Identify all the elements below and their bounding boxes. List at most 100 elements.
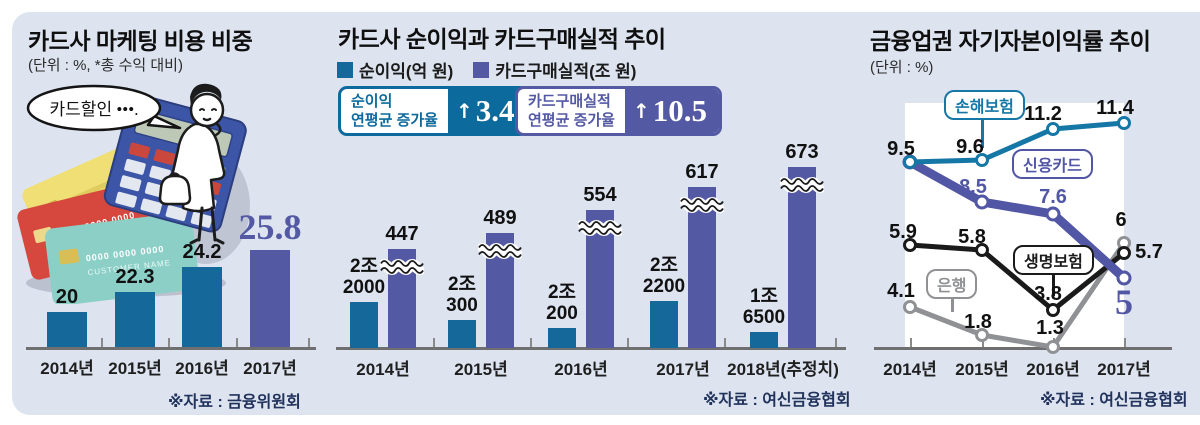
chart1-year-label: 2016년 [175, 359, 229, 378]
axis-break-wave-icon [380, 259, 424, 275]
chart2-year-label: 2014년 [356, 360, 410, 379]
legend-label: 카드구매실적(조 원) [495, 62, 637, 81]
chart2-card-purchase-value: 617 [685, 161, 719, 183]
chart3-year-label: 2016년 [1026, 360, 1080, 379]
chart3-label-connector [981, 114, 984, 148]
chart2-year-label: 2015년 [454, 360, 508, 379]
chart2-net-profit-value: 2조 2200 [642, 255, 686, 297]
chart2-axis-tick [530, 338, 532, 347]
card-purchase-growth-badge: 카드구매실적 연평균 증가율 ↑ 10.5 [515, 86, 722, 136]
chart3-label-connector [1052, 269, 1055, 296]
chart1-year-label: 2017년 [243, 359, 297, 378]
chart2-net-profit-bar [548, 328, 576, 348]
chart3-value-label: 6 [1115, 209, 1127, 231]
chart1-bar-value: 25.8 [238, 207, 302, 247]
chart2-net-profit-bar [650, 301, 678, 348]
chart2-year-label: 2017년 [656, 360, 710, 379]
up-arrow-icon: ↑ [455, 99, 473, 123]
chart2-card-purchase-value: 447 [385, 223, 419, 245]
chart1-x-axis [26, 347, 316, 350]
chart3-value-label: 5.8 [958, 226, 986, 248]
speech-bubble: 카드할인 •••. [26, 84, 182, 132]
chart3-value-label: 11.4 [1096, 97, 1134, 119]
chart3-value-label: 11.2 [1024, 103, 1062, 125]
axis-break-wave-icon [578, 220, 622, 236]
chart3-value-label: 9.6 [956, 136, 984, 158]
up-arrow-icon: ↑ [632, 99, 650, 123]
legend-item-card-purchases: 카드구매실적(조 원) [473, 57, 636, 82]
woman-illustration [158, 83, 226, 245]
net-profit-swatch-icon [337, 61, 353, 78]
chart2-axis-tick [835, 338, 837, 347]
chart1-bar [182, 267, 222, 347]
chart1-source: ※자료 : 금융위원회 [168, 394, 301, 411]
axis-break-wave-icon [680, 197, 724, 213]
chart2-card-purchase-bar [688, 187, 716, 348]
chart1-title: 카드사 마케팅 비용 비중 [28, 28, 253, 54]
legend-label: 순이익(억 원) [359, 62, 454, 81]
chart1-bar-value: 20 [55, 286, 79, 308]
chart1-year-label: 2015년 [108, 359, 162, 378]
chart2-year-label: 2016년 [554, 360, 608, 379]
axis-break-wave-icon [478, 243, 522, 259]
legend-item-net-profit: 순이익(억 원) [337, 57, 453, 82]
chart2-year-label: 2018년(추정치) [727, 360, 839, 379]
chart3-value-label: 5.7 [1135, 241, 1163, 263]
chart1-axis-tick [101, 338, 103, 347]
chart2-card-purchase-bar [788, 167, 816, 348]
axis-break-wave-icon [780, 177, 824, 193]
chart3-unit: (단위 : %) [870, 59, 934, 76]
chart1-bar [250, 250, 290, 347]
illustration: 0000 0000 0000 CUSTOMER NAME 0000 0000 0… [17, 83, 250, 304]
chart3-value-label: 3.8 [1034, 283, 1062, 305]
series-label-손해보험: 손해보험 [944, 90, 1025, 120]
badge-label: 카드구매실적 연평균 증가율 [528, 92, 615, 130]
badge-label: 순이익 연평균 증가율 [351, 92, 438, 130]
speech-bubble-text: 카드할인 •••. [50, 100, 139, 119]
badge-value: ↑ 3.4 [447, 89, 527, 133]
chart3-value-label: 1.3 [1036, 317, 1064, 339]
series-label-은행: 은행 [926, 269, 978, 299]
chart1-bar [47, 312, 87, 347]
chart1-year-label: 2014년 [40, 359, 94, 378]
chart3-source: ※자료 : 여신금융협회 [1040, 392, 1188, 409]
net-profit-growth-badge: 순이익 연평균 증가율 ↑ 3.4 [338, 86, 530, 136]
chart3-value-label: 5 [1115, 282, 1133, 322]
chart2-net-profit-bar [448, 320, 476, 348]
chart3-value-label: 8.5 [959, 176, 987, 198]
chart2-x-axis [336, 347, 846, 350]
chart2-net-profit-value: 2조 2000 [342, 256, 386, 298]
chart3-value-label: 4.1 [887, 280, 915, 302]
chart1-bar [115, 292, 155, 347]
chart2-net-profit-bar [350, 302, 378, 348]
chart3-year-label: 2014년 [883, 360, 937, 379]
chart3-value-label: 1.8 [964, 311, 992, 333]
chart2-net-profit-value: 2조 300 [446, 274, 478, 316]
series-label-생명보험: 생명보험 [1013, 245, 1094, 275]
chart3-label-connector [951, 291, 954, 312]
chart3-value-label: 9.5 [887, 138, 915, 160]
chart2-axis-tick [433, 338, 435, 347]
chart2-net-profit-bar [750, 332, 778, 348]
card-purchase-swatch-icon [473, 61, 490, 78]
chart2-card-purchase-value: 554 [583, 184, 617, 206]
badge-value: ↑ 10.5 [624, 89, 719, 133]
chart1-unit: (단위 : %, *총 수익 대비) [28, 57, 183, 74]
chart1-axis-tick [236, 338, 238, 347]
chart1-bar-value: 22.3 [115, 266, 155, 288]
chart2-net-profit-value: 1조 6500 [742, 286, 786, 328]
series-label-신용카드: 신용카드 [1012, 149, 1093, 179]
chart1-axis-tick [168, 338, 170, 347]
chart2-legend: 순이익(억 원) 카드구매실적(조 원) [337, 57, 636, 82]
chart1-axis-tick [308, 338, 310, 347]
chart2-card-purchase-value: 673 [785, 141, 819, 163]
chart3-title: 금융업권 자기자본이익률 추이 [870, 28, 1151, 54]
chart2-source: ※자료 : 여신금융협회 [703, 392, 851, 409]
chart2-axis-tick [724, 338, 726, 347]
chart3-year-label: 2017년 [1097, 360, 1151, 379]
chart2-net-profit-value: 2조 200 [546, 282, 578, 324]
chart2-card-purchase-value: 489 [483, 207, 517, 229]
